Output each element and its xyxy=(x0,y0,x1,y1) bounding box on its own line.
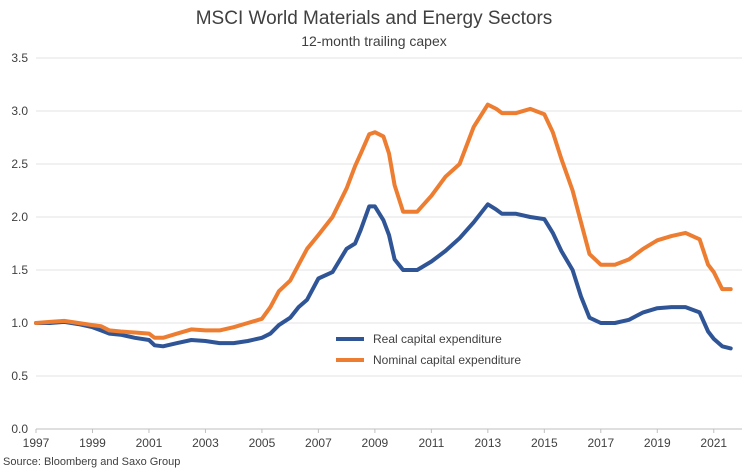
x-tick-label: 1999 xyxy=(79,436,106,450)
y-tick-label: 2.5 xyxy=(11,157,28,171)
y-tick-label: 3.5 xyxy=(11,51,28,65)
x-tick-label: 2011 xyxy=(418,436,444,450)
x-tick-label: 2001 xyxy=(136,436,163,450)
y-tick-label: 1.5 xyxy=(11,263,28,277)
series-line-real xyxy=(34,202,733,351)
chart-title: MSCI World Materials and Energy Sectors xyxy=(195,8,553,29)
x-tick-label: 2003 xyxy=(192,436,219,450)
source-note: Source: Bloomberg and Saxo Group xyxy=(3,456,181,468)
x-tick-label: 1997 xyxy=(23,436,50,450)
x-tick-label: 2007 xyxy=(305,436,332,450)
y-tick-label: 0.0 xyxy=(11,422,28,436)
legend-label: Nominal capital expenditure xyxy=(373,353,521,367)
x-tick-label: 2019 xyxy=(644,436,671,450)
y-axis-ticks: 0.0 0.5 1.0 1.5 2.0 2.5 3.0 3.5 xyxy=(11,51,28,436)
legend: Real capital expenditure Nominal capital … xyxy=(336,332,521,367)
x-tick-label: 2009 xyxy=(362,436,389,450)
legend-label: Real capital expenditure xyxy=(373,332,502,346)
y-tick-label: 1.0 xyxy=(11,316,28,330)
x-tick-label: 2013 xyxy=(474,436,501,450)
gridlines xyxy=(36,57,742,430)
series-lines xyxy=(34,102,733,351)
x-tick-label: 2021 xyxy=(700,436,727,450)
y-tick-label: 3.0 xyxy=(11,104,28,118)
x-tick-label: 2017 xyxy=(587,436,614,450)
y-tick-label: 2.0 xyxy=(11,210,28,224)
x-tick-label: 2005 xyxy=(249,436,276,450)
x-tick-label: 2015 xyxy=(531,436,558,450)
x-axis-ticks: 1997 1999 2001 2003 2005 2007 2009 2011 2013 2015… xyxy=(23,429,727,450)
chart-subtitle: 12-month trailing capex xyxy=(301,33,447,49)
y-tick-label: 0.5 xyxy=(11,369,28,383)
series-line-nominal xyxy=(34,102,733,340)
